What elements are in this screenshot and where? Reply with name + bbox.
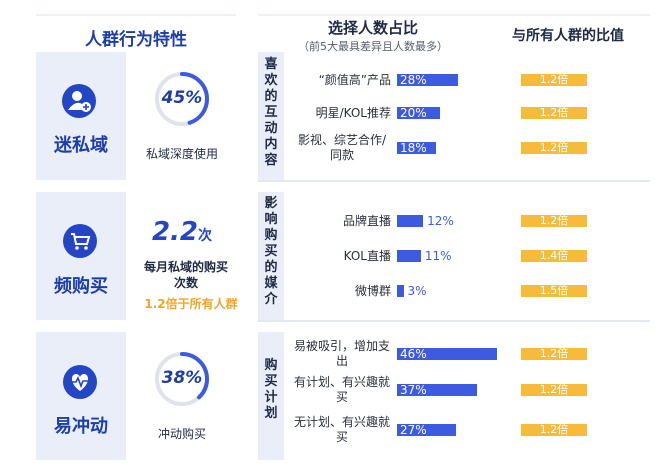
ratio-badge: 1.2倍: [521, 107, 587, 119]
segment-caption: 私域深度使用: [145, 147, 218, 161]
ratio-badge: 1.2倍: [521, 348, 587, 360]
bar: [397, 250, 421, 262]
bar-value-label: 18%: [400, 141, 427, 155]
segment-caption: 每月私域的购买次数: [144, 260, 229, 290]
category-label: KOL直播: [343, 248, 391, 263]
category-label: 影视、综艺合作/同款: [297, 133, 387, 162]
group-label: 影响购买的媒介: [264, 196, 278, 307]
metric-big: 2.2次: [126, 217, 238, 247]
header-behavior: 人群行为特性: [85, 30, 187, 50]
ratio-badge: 1.4倍: [521, 250, 587, 262]
segment-note: 1.2倍于所有人群: [144, 297, 238, 311]
bar-value-label: 20%: [400, 106, 427, 120]
bar-value-label: 37%: [400, 383, 427, 397]
gauge-ring: [155, 72, 209, 126]
bar: [397, 74, 458, 86]
ratio-badge: 1.2倍: [521, 215, 587, 227]
category-label: 品牌直播: [342, 213, 391, 228]
ratio-badge: 1.2倍: [521, 424, 587, 436]
bar: [397, 142, 437, 154]
user-plus-icon: [62, 84, 96, 118]
gauge-value: 45%: [161, 88, 203, 108]
ratio-badge: 1.5倍: [521, 285, 587, 297]
ratio-badge: 1.2倍: [521, 384, 587, 396]
category-label: 易被吸引，增加支出: [293, 339, 390, 368]
bar-value-label: 3%: [407, 284, 427, 298]
bar: [397, 215, 424, 227]
group-label: 购买计划: [264, 358, 278, 421]
segment-name: 易冲动: [54, 416, 108, 437]
group-label-panel: [258, 52, 284, 180]
heartbeat-icon: [63, 365, 97, 399]
group-label-panel: [258, 332, 284, 460]
group-label-panel: [258, 192, 284, 320]
bar: [397, 424, 456, 436]
header-divider: [36, 14, 236, 16]
category-label: 无计划、有兴趣就买: [293, 415, 390, 444]
category-label: 微博群: [354, 283, 391, 298]
bar-value-label: 11%: [424, 249, 452, 263]
segment-caption: 冲动购买: [157, 427, 206, 441]
header-share: 选择人数占比: [327, 19, 418, 37]
category-label: “颜值高”产品: [318, 72, 391, 87]
bar-value-label: 28%: [400, 73, 427, 87]
bar-value-label: 46%: [400, 347, 427, 361]
header-ratio: 与所有人群的比值: [512, 28, 624, 44]
row-divider: [258, 180, 650, 182]
bar-value-label: 12%: [427, 214, 454, 228]
segment-name: 迷私域: [54, 135, 108, 156]
metric-unit: 次: [198, 228, 213, 244]
category-label: 明星/KOL推荐: [315, 105, 391, 120]
category-label: 有计划、有兴趣就买: [293, 375, 390, 404]
segment-metric-panel: 45% 私域深度使用: [126, 52, 238, 180]
gauge-ring: [155, 352, 209, 406]
ratio-badge: 1.2倍: [521, 74, 587, 86]
segment-name: 频购买: [54, 276, 108, 297]
ratio-badge: 1.2倍: [521, 142, 587, 154]
bar: [397, 348, 497, 360]
header-divider: [258, 14, 650, 16]
gauge-value: 38%: [161, 368, 203, 388]
segment-metric-panel: 38% 冲动购买: [126, 332, 238, 460]
shopping-cart-icon: [63, 224, 97, 258]
header-share-sub: （前5大最具差异且人数最多）: [298, 40, 448, 53]
bar: [397, 285, 404, 297]
row-divider: [258, 320, 650, 322]
metric-number: 2.2: [151, 217, 199, 247]
bar: [397, 107, 441, 119]
group-label: 喜欢的互动内容: [264, 57, 278, 168]
segment-metric-panel: 2.2次 每月私域的购买次数 1.2倍于所有人群: [126, 192, 238, 320]
bar: [397, 384, 478, 396]
bar-value-label: 27%: [400, 423, 427, 437]
